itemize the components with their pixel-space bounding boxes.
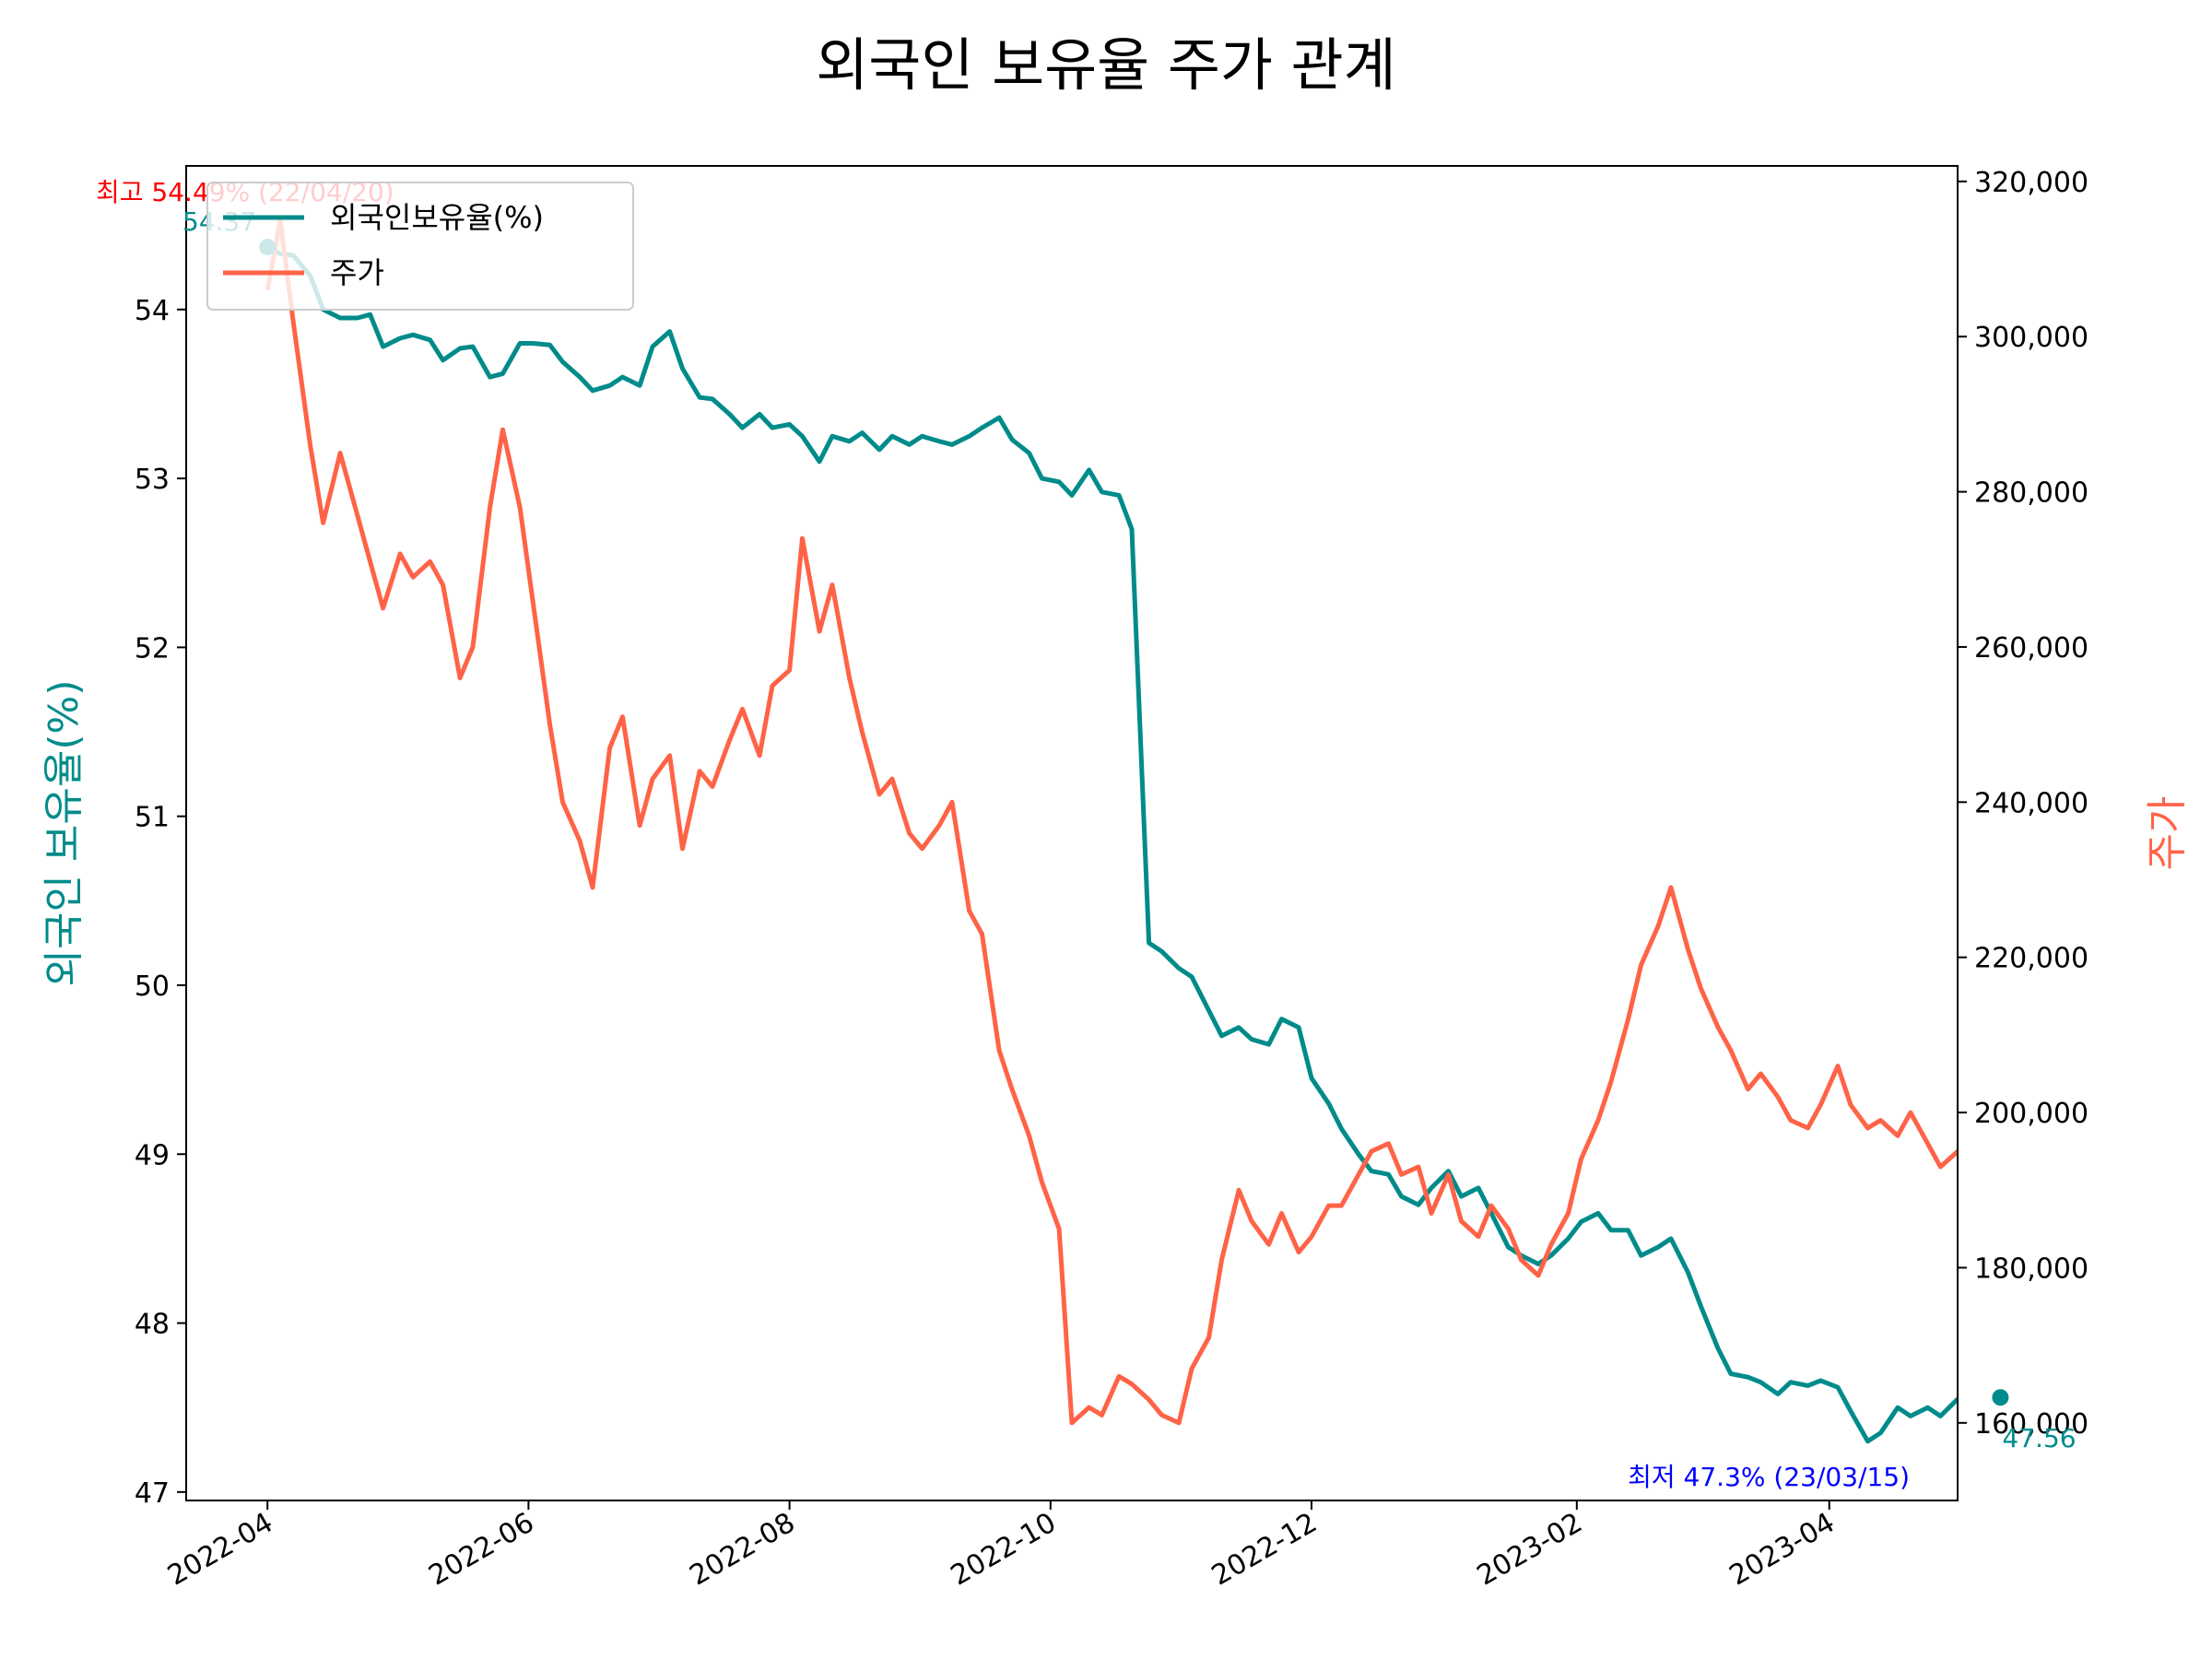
x-tick-label: 2022-06 — [423, 1507, 539, 1593]
y-left-tick-label: 54 — [135, 295, 170, 327]
series-line-ownership — [266, 244, 1958, 1444]
x-tick-label: 2022-04 — [162, 1507, 278, 1593]
y-right-tick-label: 260,000 — [1974, 632, 2088, 665]
y-left-tick-label: 51 — [135, 802, 170, 834]
legend-box — [206, 182, 634, 311]
y-right-tick-label: 300,000 — [1974, 322, 2088, 354]
y-left-tick-label: 47 — [135, 1477, 170, 1510]
y-right-tick-label: 160,000 — [1974, 1408, 2088, 1441]
y-right-tick-label: 220,000 — [1974, 943, 2088, 975]
x-tick-label: 2022-08 — [685, 1507, 801, 1593]
y-left-tick-label: 53 — [135, 464, 170, 496]
y-axis-left-label: 외국인 보유율(%) — [41, 679, 88, 986]
x-tick-label: 2023-04 — [1724, 1507, 1841, 1593]
min-annotation-label: 최저 47.3% (23/03/15) — [1628, 1462, 1910, 1492]
x-tick-label: 2023-02 — [1472, 1507, 1588, 1593]
y-axis-right-label: 주가 — [2144, 796, 2191, 871]
series-layer — [265, 218, 1958, 1444]
x-tick-label: 2022-12 — [1206, 1507, 1323, 1593]
plot-frame — [185, 165, 1959, 1501]
y-left-tick-label: 48 — [135, 1309, 170, 1341]
legend-label-price: 주가 — [330, 255, 384, 290]
end-point-marker — [1992, 1389, 2009, 1406]
y-right-tick-label: 180,000 — [1974, 1253, 2088, 1285]
y-left-tick-label: 50 — [135, 971, 170, 1003]
y-left-tick-label: 52 — [135, 632, 170, 665]
legend: 외국인보유율(%) 주가 — [206, 182, 634, 311]
chart-title: 외국인 보유율 주가 관계 — [816, 31, 1396, 99]
y-right-tick-label: 240,000 — [1974, 787, 2088, 819]
end-value-label: 47.56 — [2002, 1423, 2076, 1453]
y-axis-left: 47 48 49 50 51 52 53 54 — [135, 295, 186, 1510]
x-axis: 2022-04 2022-06 2022-08 2022-10 2022-12 2023-… — [162, 1500, 1841, 1593]
y-left-tick-label: 49 — [135, 1139, 170, 1171]
y-axis-right: 160,000 180,000 200,000 220,000 240,000 260,0… — [1958, 167, 2088, 1441]
y-right-tick-label: 200,000 — [1974, 1098, 2088, 1130]
y-right-tick-label: 320,000 — [1974, 167, 2088, 199]
x-tick-label: 2022-10 — [946, 1507, 1062, 1593]
legend-label-ownership: 외국인보유율(%) — [330, 200, 544, 235]
y-right-tick-label: 280,000 — [1974, 477, 2088, 510]
series-line-price — [265, 218, 1958, 1426]
